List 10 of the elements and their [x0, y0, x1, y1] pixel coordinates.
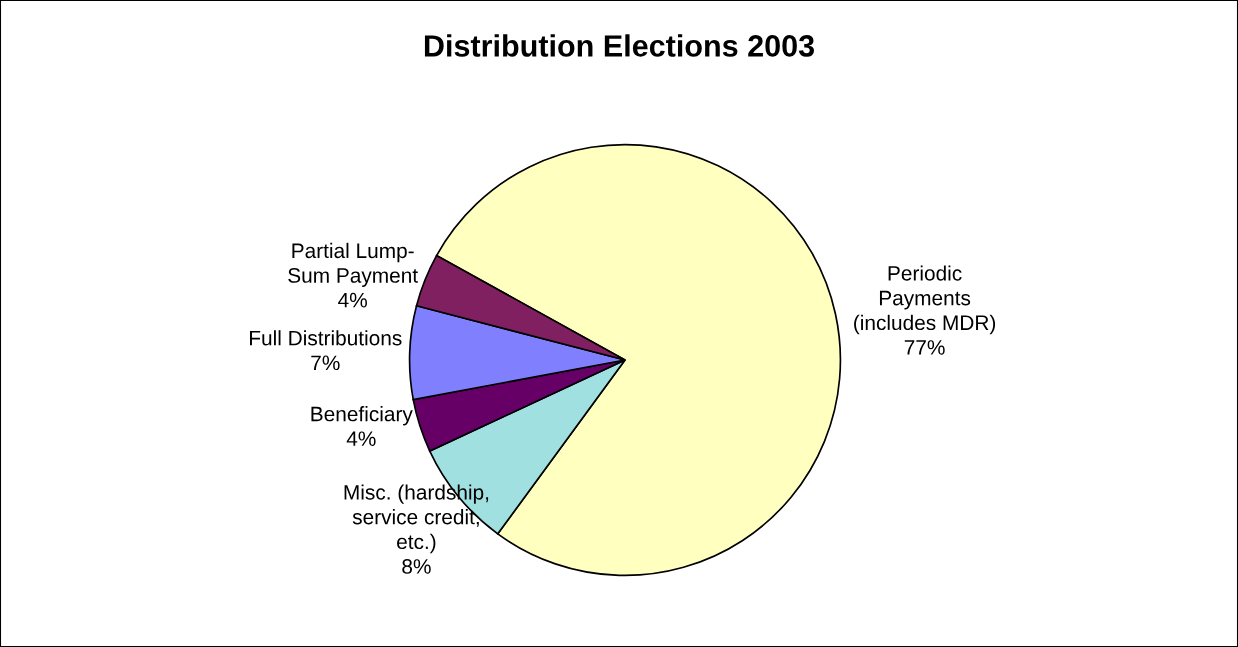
data-label: 4%	[346, 431, 376, 446]
data-label: 8%	[402, 559, 431, 574]
slice-label: Beneficiary	[311, 406, 413, 426]
slice-label: Partial Lump- Sum Payment	[288, 242, 418, 287]
slice-label: Periodic Payments (includes MDR)	[854, 265, 996, 335]
data-label: 4%	[338, 292, 367, 308]
chart-title: Distribution Elections 2003	[424, 34, 815, 57]
data-label: 7%	[311, 355, 340, 371]
data-label: 77%	[904, 340, 945, 355]
slice-label: Full Distributions	[250, 330, 402, 346]
